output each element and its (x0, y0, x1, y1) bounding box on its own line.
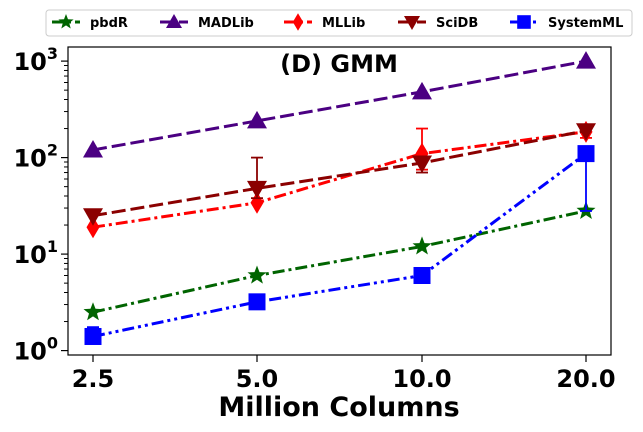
series-line (92, 59, 587, 152)
legend-entry: SciDB (398, 16, 478, 31)
legend-marker (517, 15, 531, 29)
data-point (248, 293, 266, 311)
legend-entry: MADLib (160, 14, 254, 31)
legend-frame (45, 9, 633, 37)
x-tick-label: 5.0 (236, 365, 279, 393)
data-point (577, 145, 595, 163)
data-point (413, 266, 431, 284)
plot-area (67, 46, 612, 356)
legend-label: SciDB (436, 16, 478, 31)
y-tick-label: 100 (13, 334, 58, 366)
y-tick-label: 102 (13, 141, 58, 173)
data-point (86, 216, 100, 239)
plot-frame (67, 46, 612, 356)
legend-entry: MLLib (284, 13, 365, 31)
data-point (576, 51, 596, 69)
legend-label: pbdR (90, 16, 128, 31)
data-point (412, 81, 432, 100)
data-point (247, 265, 267, 284)
series-line (92, 209, 587, 314)
series-line (92, 130, 587, 229)
legend-marker (292, 13, 304, 31)
legend-label: SystemML (548, 16, 623, 31)
legend-label: MLLib (322, 16, 365, 31)
legend-entry: pbdR (52, 14, 128, 31)
legend-marker (58, 14, 74, 29)
series-madlib (83, 51, 596, 158)
x-tick-label: 20.0 (556, 365, 615, 393)
legend-label: MADLib (198, 16, 254, 31)
data-point (247, 110, 267, 129)
data-point (412, 236, 432, 255)
x-axis: 2.5 5.0 10.0 20.0 (72, 355, 616, 393)
data-point (83, 139, 103, 158)
legend-entry: SystemML (510, 15, 623, 31)
x-tick-label: 10.0 (392, 365, 451, 393)
y-tick-label: 103 (13, 44, 58, 76)
data-point (576, 123, 596, 141)
series-line (92, 129, 587, 218)
chart-title: (D) GMM (280, 50, 398, 78)
series-line (92, 152, 587, 338)
legend: pbdR MADLib MLLib SciDB SystemML (45, 9, 633, 37)
data-point (412, 155, 432, 173)
x-tick-label: 2.5 (72, 365, 115, 393)
legend-marker (404, 16, 420, 30)
legend-marker (166, 14, 182, 28)
y-tick-label: 101 (13, 237, 58, 269)
y-axis: 100 101 102 103 (13, 44, 68, 366)
data-point (83, 208, 103, 226)
x-axis-title: Million Columns (218, 392, 459, 423)
data-point (247, 180, 267, 199)
data-point (84, 327, 102, 345)
series-systemml (84, 145, 595, 345)
series-pbdr (83, 200, 596, 321)
data-point (83, 302, 103, 321)
series-scidb (83, 123, 596, 226)
